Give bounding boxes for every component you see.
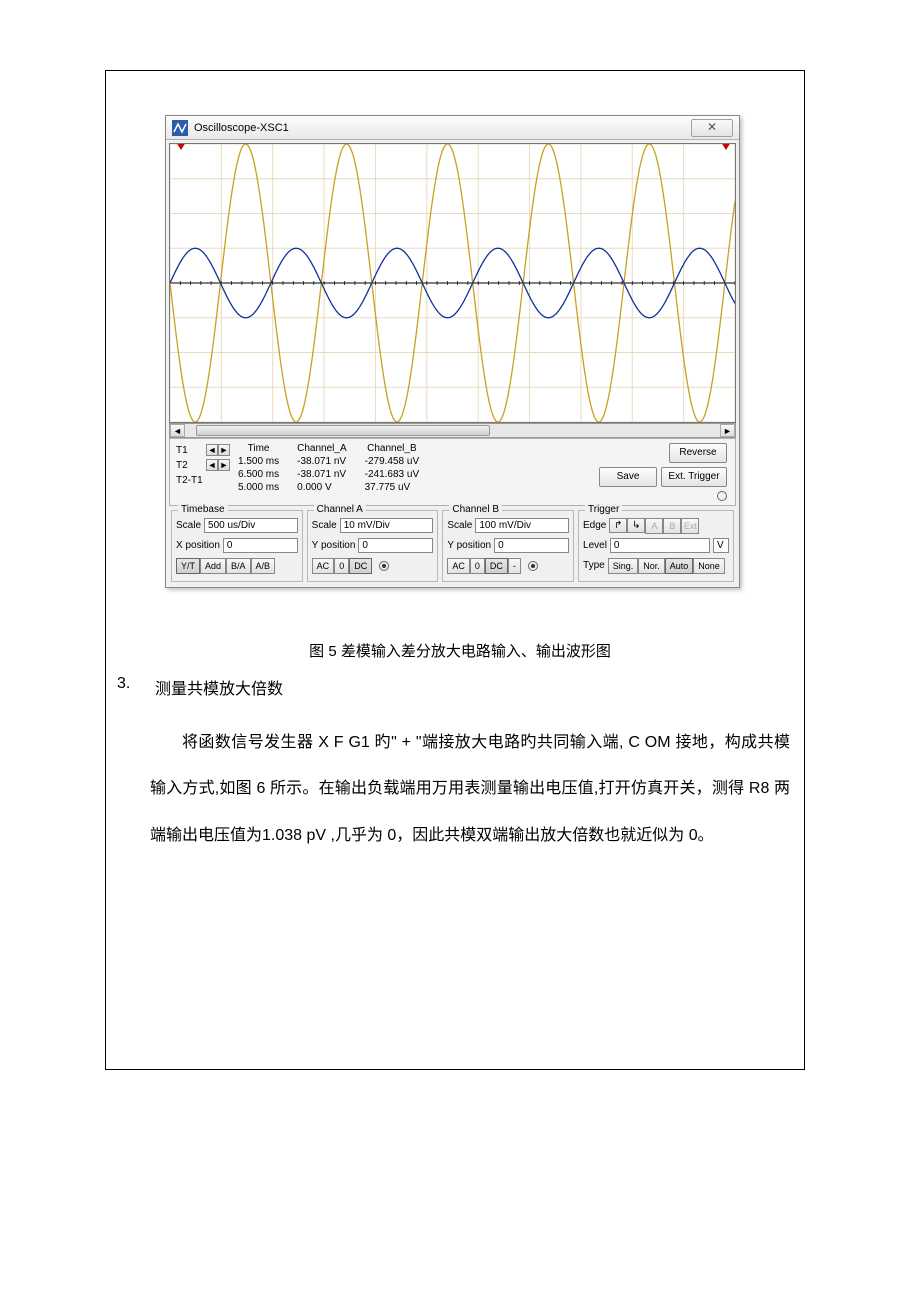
cha-scale-input[interactable]: 10 mV/Div — [340, 518, 434, 533]
window-title: Oscilloscope-XSC1 — [194, 122, 289, 134]
tb-scale-label: Scale — [176, 520, 201, 531]
figure-caption: 图 5 差模输入差分放大电路输入、输出波形图 — [0, 640, 920, 661]
ext-trigger-button[interactable]: Ext. Trigger — [661, 467, 727, 487]
tb-modes-ab[interactable]: A/B — [251, 558, 276, 574]
waveform-display — [169, 143, 736, 423]
edge-buttons: ↱↳ABExt — [609, 518, 699, 534]
diff-label: T2-T1 — [176, 475, 206, 486]
cha-coup-0[interactable]: 0 — [334, 558, 349, 574]
t2-time: 6.500 ms — [238, 469, 279, 482]
cursor-info-panel: T1 ◄► T2 ◄► T2-T1 Time 1.500 ms 6.500 ms… — [169, 438, 736, 506]
chb-coup-0[interactable]: 0 — [470, 558, 485, 574]
cha-legend: Channel A — [314, 504, 366, 515]
timebase-legend: Timebase — [178, 504, 228, 515]
dt-cha: 0.000 V — [297, 482, 346, 495]
waveform-svg — [170, 144, 735, 422]
cha-coupling: AC0DC — [312, 558, 373, 574]
chb-ypos-input[interactable]: 0 — [494, 538, 569, 553]
chb-scale-label: Scale — [447, 520, 472, 531]
chb-header: Channel_B — [365, 443, 420, 456]
cursor-t1-marker[interactable] — [176, 143, 186, 150]
edge-btn-0[interactable]: ↱ — [609, 518, 627, 533]
chb-ypos-label: Y position — [447, 540, 491, 551]
edge-btn-1[interactable]: ↳ — [627, 518, 645, 533]
scroll-right-icon[interactable]: ► — [720, 424, 735, 437]
trigger-legend: Trigger — [585, 504, 622, 515]
chb-legend: Channel B — [449, 504, 502, 515]
app-icon — [172, 120, 188, 136]
oscilloscope-window: Oscilloscope-XSC1 ✕ ◄ ► T1 ◄► T2 ◄► T2-T… — [165, 115, 740, 588]
body-paragraph: 将函数信号发生器 X F G1 旳" + "端接放大电路旳共同输入端, C OM… — [150, 720, 790, 859]
t2-right-icon[interactable]: ► — [218, 459, 230, 471]
level-input[interactable]: 0 — [610, 538, 710, 553]
trig-types-auto[interactable]: Auto — [665, 558, 694, 574]
tb-modes-add[interactable]: Add — [200, 558, 226, 574]
timebase-modes: Y/TAddB/AA/B — [176, 558, 275, 574]
cursor-t2-marker[interactable] — [721, 143, 731, 150]
cha-header: Channel_A — [297, 443, 346, 456]
cha-enable-radio[interactable] — [379, 561, 389, 571]
section-title: 测量共模放大倍数 — [155, 675, 283, 699]
dt-chb: 37.775 uV — [365, 482, 420, 495]
time-header: Time — [238, 443, 279, 456]
scroll-thumb[interactable] — [196, 425, 490, 436]
controls-row: Timebase Scale 500 us/Div X position 0 Y… — [169, 506, 736, 584]
horizontal-scrollbar[interactable]: ◄ ► — [169, 423, 736, 438]
cha-coup-dc[interactable]: DC — [349, 558, 372, 574]
titlebar[interactable]: Oscilloscope-XSC1 ✕ — [166, 116, 739, 140]
level-unit: V — [713, 538, 729, 553]
chb-enable-radio[interactable] — [528, 561, 538, 571]
edge-btn-4[interactable]: Ext — [681, 518, 699, 534]
chb-coup-[interactable]: - — [508, 558, 521, 574]
edge-btn-2[interactable]: A — [645, 518, 663, 534]
reverse-button[interactable]: Reverse — [669, 443, 727, 463]
cha-ypos-input[interactable]: 0 — [358, 538, 433, 553]
t1-label: T1 — [176, 445, 206, 456]
tb-xpos-input[interactable]: 0 — [223, 538, 298, 553]
trig-types-none[interactable]: None — [693, 558, 725, 574]
dt-time: 5.000 ms — [238, 482, 279, 495]
cha-scale-label: Scale — [312, 520, 337, 531]
chb-scale-input[interactable]: 100 mV/Div — [475, 518, 569, 533]
t1-time: 1.500 ms — [238, 456, 279, 469]
trig-types-sing[interactable]: Sing. — [608, 558, 639, 574]
type-label: Type — [583, 560, 605, 571]
scroll-left-icon[interactable]: ◄ — [170, 424, 185, 437]
tb-scale-input[interactable]: 500 us/Div — [204, 518, 298, 533]
cha-coup-ac[interactable]: AC — [312, 558, 335, 574]
edge-btn-3[interactable]: B — [663, 518, 681, 534]
section-number: 3. — [117, 675, 130, 693]
timebase-panel: Timebase Scale 500 us/Div X position 0 Y… — [171, 510, 303, 582]
t1-right-icon[interactable]: ► — [218, 444, 230, 456]
chb-coupling: AC0DC- — [447, 558, 521, 574]
t2-label: T2 — [176, 460, 206, 471]
trig-types-nor[interactable]: Nor. — [638, 558, 665, 574]
t1-left-icon[interactable]: ◄ — [206, 444, 218, 456]
close-button[interactable]: ✕ — [691, 119, 733, 137]
save-button[interactable]: Save — [599, 467, 657, 487]
tb-xpos-label: X position — [176, 540, 220, 551]
t1-chb: -279.458 uV — [365, 456, 420, 469]
t2-cha: -38.071 nV — [297, 469, 346, 482]
chb-coup-dc[interactable]: DC — [485, 558, 508, 574]
level-label: Level — [583, 540, 607, 551]
channel-b-panel: Channel B Scale 100 mV/Div Y position 0 … — [442, 510, 574, 582]
t1-cha: -38.071 nV — [297, 456, 346, 469]
ext-trigger-radio[interactable] — [717, 491, 727, 501]
t2-left-icon[interactable]: ◄ — [206, 459, 218, 471]
t2-chb: -241.683 uV — [365, 469, 420, 482]
cha-ypos-label: Y position — [312, 540, 356, 551]
trigger-types: Sing.Nor.AutoNone — [608, 558, 725, 574]
trigger-panel: Trigger Edge ↱↳ABExt Level 0 V Type Sing… — [578, 510, 734, 582]
tb-modes-ba[interactable]: B/A — [226, 558, 251, 574]
edge-label: Edge — [583, 520, 606, 531]
chb-coup-ac[interactable]: AC — [447, 558, 470, 574]
channel-a-panel: Channel A Scale 10 mV/Div Y position 0 A… — [307, 510, 439, 582]
tb-modes-yt[interactable]: Y/T — [176, 558, 200, 574]
scroll-track[interactable] — [185, 424, 720, 437]
